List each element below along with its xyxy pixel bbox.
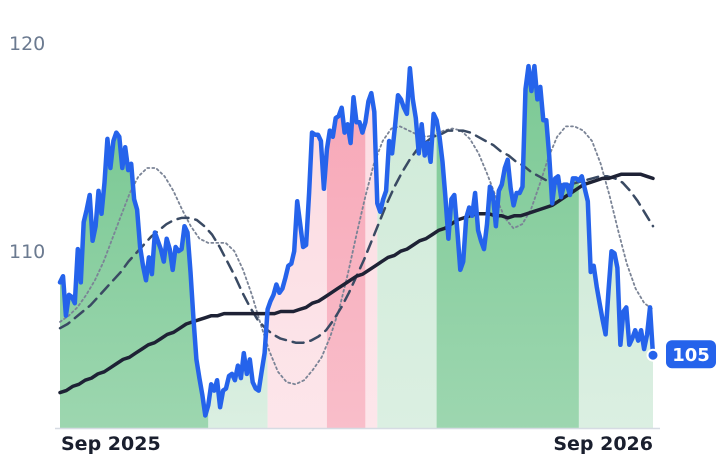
- y-tick-label-120: 120: [9, 33, 45, 55]
- area-region-up_light-7: [578, 176, 653, 428]
- x-tick-label-start: Sep 2025: [61, 433, 161, 455]
- last-value-marker: 105: [646, 340, 716, 369]
- x-tick-label-end: Sep 2026: [553, 433, 653, 455]
- series-line-price: [57, 63, 656, 418]
- last-value-label: 105: [672, 345, 710, 366]
- tick-labels: 110 120 Sep 2025 Sep 2026: [9, 33, 653, 455]
- area-region-up-0: [60, 132, 209, 428]
- area-region-up-6: [436, 66, 579, 428]
- series-lines: [57, 63, 656, 418]
- series-line-ma_dotted: [59, 125, 654, 386]
- area-region-down-3: [326, 97, 366, 429]
- last-value-badge: [666, 340, 716, 369]
- last-value-dot: [646, 348, 660, 362]
- area-regions: [60, 66, 653, 429]
- area-region-down_light-2: [267, 132, 327, 428]
- y-tick-label-110: 110: [9, 241, 45, 263]
